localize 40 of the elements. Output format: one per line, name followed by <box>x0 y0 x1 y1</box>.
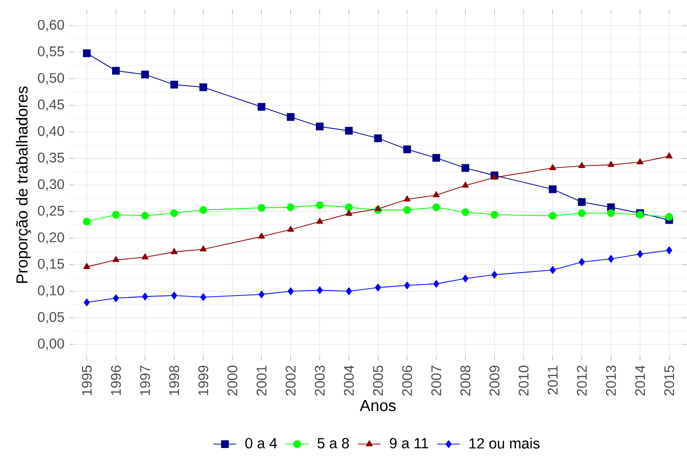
legend-label: 9 a 11 <box>390 438 428 448</box>
x-tick-label: 2003 <box>314 366 325 396</box>
x-tick-label: 2001 <box>256 366 266 396</box>
y-tick-label: 0,45 <box>38 100 64 112</box>
x-tick-label: 2012 <box>576 366 587 396</box>
x-tick-label: 2005 <box>373 366 383 396</box>
y-tick-label: 0,15 <box>38 258 64 270</box>
legend-label: 12 ou mais <box>469 438 540 449</box>
x-tick-label: 2006 <box>402 366 412 396</box>
x-tick-label: 1998 <box>169 366 180 396</box>
x-tick-label: 2007 <box>431 366 442 396</box>
legend-label: 0 a 4 <box>245 438 277 448</box>
y-tick-label: 0,20 <box>38 232 64 244</box>
y-tick-label: 0,00 <box>38 338 64 350</box>
y-tick-label: 0,05 <box>38 312 64 324</box>
y-tick-label: 0,25 <box>38 206 64 218</box>
x-tick-label: 2011 <box>548 366 558 394</box>
y-tick-label: 0,35 <box>38 152 64 164</box>
x-tick-label: 1996 <box>110 366 121 396</box>
x-tick-label: 1999 <box>198 366 208 396</box>
y-tick-label: 0,60 <box>38 20 64 32</box>
y-tick-label: 0,30 <box>38 179 64 191</box>
x-tick-label: 2014 <box>635 365 646 396</box>
x-tick-label: 2010 <box>518 366 529 396</box>
y-axis-title: Proporção de trabalhadores <box>16 86 31 283</box>
x-tick-label: 2009 <box>490 366 500 396</box>
y-tick-label: 0,50 <box>38 72 64 85</box>
y-tick-label: 0,10 <box>38 285 64 298</box>
x-tick-label: 2002 <box>286 366 296 396</box>
x-axis-title: Anos <box>360 400 396 412</box>
x-tick-label: 1997 <box>140 366 150 396</box>
y-tick-label: 0,55 <box>38 46 64 58</box>
x-tick-label: 1995 <box>82 366 92 396</box>
x-tick-label: 2013 <box>606 366 616 396</box>
x-tick-label: 2015 <box>664 366 674 396</box>
legend-label: 5 a 8 <box>318 438 349 448</box>
x-tick-label: 2000 <box>227 366 238 396</box>
y-tick-label: 0,40 <box>38 126 64 138</box>
x-tick-label: 2004 <box>344 365 354 396</box>
x-tick-label: 2008 <box>460 366 470 396</box>
